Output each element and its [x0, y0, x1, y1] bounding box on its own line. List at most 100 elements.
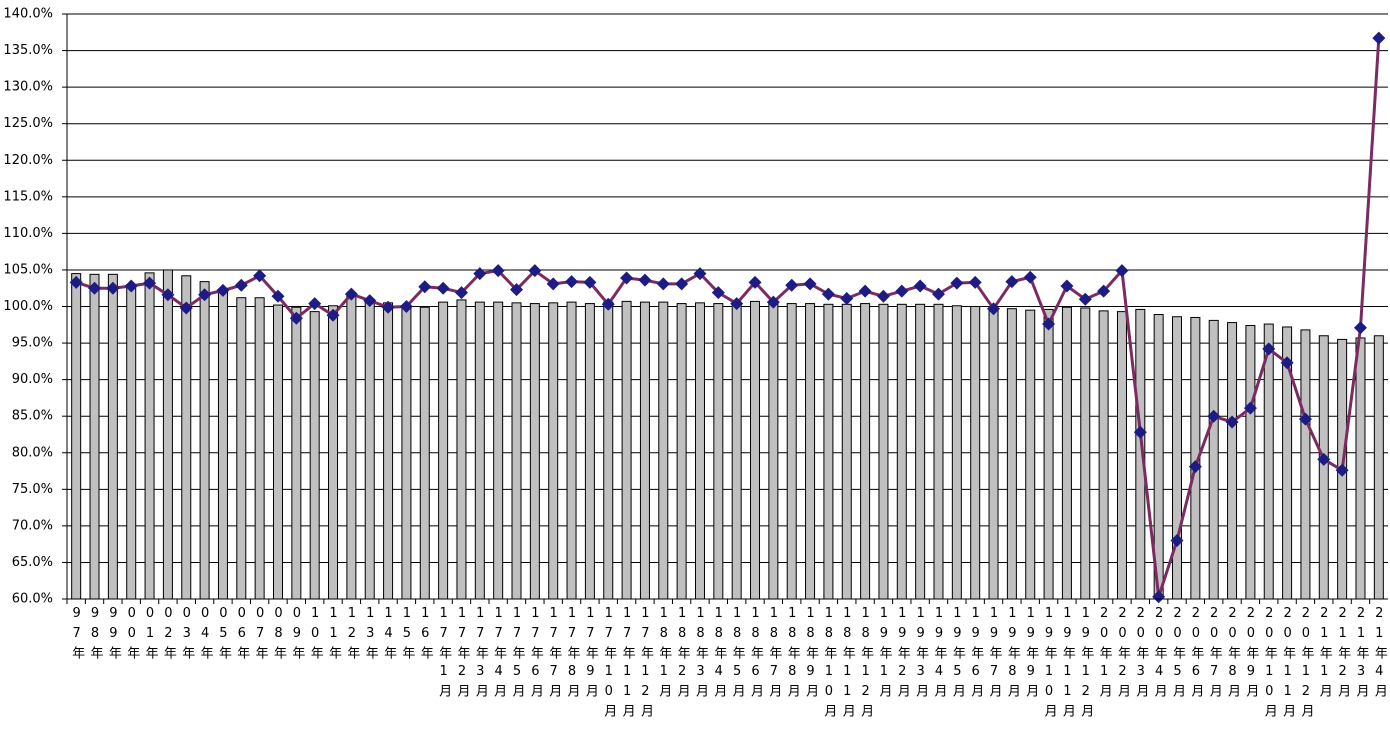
marker: [656, 277, 670, 291]
marker: [638, 273, 652, 287]
bar: [658, 301, 669, 600]
marker: [1042, 317, 1056, 331]
bar: [474, 301, 485, 600]
marker: [436, 281, 450, 295]
marker: [381, 300, 395, 314]
x-tick-label: 19年4月: [931, 606, 947, 702]
marker: [179, 301, 193, 315]
bar: [1208, 319, 1219, 600]
bar: [1300, 329, 1311, 600]
line: [75, 38, 1381, 598]
bar: [309, 311, 320, 600]
x-tick-label: 18年5月: [729, 606, 745, 702]
x-tick-label: 13年: [362, 606, 378, 664]
bar: [493, 301, 504, 600]
bar: [1227, 322, 1238, 600]
x-tick-label: 20年1月: [1096, 606, 1112, 702]
marker: [1023, 270, 1037, 284]
marker: [1133, 425, 1147, 439]
marker: [234, 278, 248, 292]
bar: [126, 284, 137, 600]
bar: [364, 298, 375, 600]
bar: [181, 275, 192, 600]
bar: [621, 300, 632, 600]
marker: [913, 279, 927, 293]
marker: [106, 281, 120, 295]
x-tick-label: 18年11月: [839, 606, 855, 722]
marker: [308, 297, 322, 311]
x-tick-label: 06年: [234, 606, 250, 664]
marker: [1353, 321, 1367, 335]
x-tick-label: 20年12月: [1298, 606, 1314, 722]
x-tick-label: 20年8月: [1225, 606, 1241, 702]
y-tick-label: 75.0%: [12, 482, 53, 497]
x-tick-label: 15年: [399, 606, 415, 664]
x-tick-label: 20年4月: [1151, 606, 1167, 702]
bar: [144, 272, 155, 600]
x-tick-label: 14年: [381, 606, 397, 664]
x-tick-label: 98年: [87, 606, 103, 664]
marker: [803, 277, 817, 291]
bar: [456, 299, 467, 600]
x-tick-label: 17年3月: [472, 606, 488, 702]
marker: [1225, 415, 1239, 429]
x-tick-label: 19年5月: [949, 606, 965, 702]
bar: [89, 273, 100, 600]
x-tick-label: 16年: [417, 606, 433, 664]
y-tick-label: 115.0%: [3, 189, 53, 204]
marker: [289, 311, 303, 325]
marker: [1097, 284, 1111, 298]
x-tick-label: 17年4月: [491, 606, 507, 702]
x-tick-label: 21年4月: [1371, 606, 1387, 702]
x-tick-label: 21年2月: [1335, 606, 1351, 702]
y-tick-label: 105.0%: [3, 262, 53, 277]
marker: [876, 289, 890, 303]
bar: [951, 305, 962, 600]
bar: [915, 303, 926, 600]
bar: [970, 306, 981, 600]
marker: [1115, 264, 1129, 278]
marker: [546, 277, 560, 291]
x-tick-label: 20年11月: [1280, 606, 1296, 722]
x-tick-label: 00年: [124, 606, 140, 664]
bar: [1245, 325, 1256, 600]
bar: [199, 281, 210, 600]
x-tick-label: 17年1月: [436, 606, 452, 702]
marker: [198, 288, 212, 302]
x-tick-label: 17年7月: [546, 606, 562, 702]
bar: [566, 301, 577, 600]
bar: [401, 306, 412, 600]
bar: [548, 302, 559, 600]
bar: [639, 301, 650, 600]
x-tick-label: 18年1月: [656, 606, 672, 702]
bar: [1061, 306, 1072, 600]
marker: [931, 287, 945, 301]
marker: [326, 308, 340, 322]
y-tick-label: 65.0%: [12, 555, 53, 570]
x-tick-label: 18年10月: [821, 606, 837, 722]
marker: [968, 275, 982, 289]
marker: [1152, 590, 1166, 604]
x-tick-label: 20年5月: [1170, 606, 1185, 702]
marker: [528, 264, 542, 278]
bar: [529, 303, 540, 600]
x-tick-label: 19年10月: [1041, 606, 1057, 722]
bar: [694, 302, 705, 600]
marker: [1372, 31, 1386, 45]
marker: [1298, 412, 1312, 426]
marker: [950, 276, 964, 290]
marker: [1335, 463, 1349, 477]
bar: [254, 297, 265, 600]
bar: [584, 303, 595, 600]
bar: [291, 306, 302, 600]
x-tick-label: 19年11月: [1059, 606, 1075, 722]
marker: [88, 281, 102, 295]
marker: [418, 280, 432, 294]
bar: [1043, 308, 1054, 600]
marker: [1207, 409, 1221, 423]
bar: [1318, 335, 1329, 600]
marker: [399, 300, 413, 313]
x-tick-label: 17年12月: [637, 606, 653, 722]
x-tick-label: 18年6月: [748, 606, 764, 702]
marker: [1317, 452, 1331, 466]
